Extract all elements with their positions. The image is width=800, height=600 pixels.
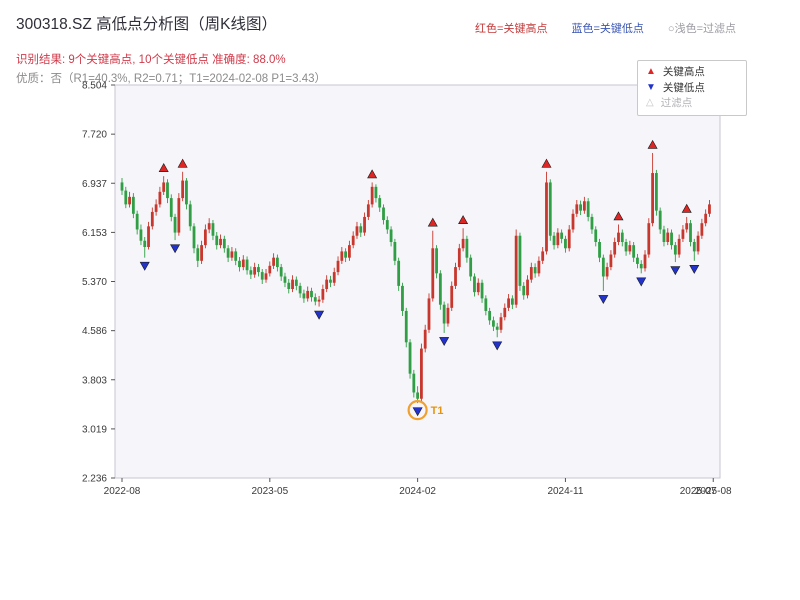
recognition-result-text: 识别结果: 9个关键高点, 10个关键低点 准确度: 88.0% xyxy=(16,54,286,66)
svg-text:2022-08: 2022-08 xyxy=(104,486,141,497)
t1-circle-icon xyxy=(407,400,428,421)
filtered-triangle-icon: △ xyxy=(646,97,654,109)
svg-text:2024-02: 2024-02 xyxy=(399,486,436,497)
chart-legend-box: ▲ 关键高点 ▼ 关键低点 △ 过滤点 xyxy=(637,60,747,116)
key-high-markers xyxy=(158,139,692,227)
svg-text:2023-05: 2023-05 xyxy=(251,486,288,497)
t1-annotation: T1 xyxy=(407,400,444,421)
svg-text:4.586: 4.586 xyxy=(82,326,107,337)
legend-key-low-label: 蓝色=关键低点 xyxy=(571,23,644,35)
svg-text:2025-08: 2025-08 xyxy=(695,486,732,497)
svg-text:8.504: 8.504 xyxy=(82,81,107,92)
svg-text:3.803: 3.803 xyxy=(82,375,107,386)
legend-row-key-high: ▲ 关键高点 xyxy=(646,67,738,78)
key-low-triangle-icon: ▼ xyxy=(646,81,656,93)
key-low-markers xyxy=(139,244,700,417)
legend-row-key-low: ▼ 关键低点 xyxy=(646,81,738,94)
legend-row-label: 关键高点 xyxy=(662,66,705,78)
svg-text:6.937: 6.937 xyxy=(82,179,107,190)
legend-row-label: 关键低点 xyxy=(662,81,705,94)
svg-text:7.720: 7.720 xyxy=(82,130,107,141)
svg-text:2.236: 2.236 xyxy=(82,474,107,485)
page-title: 300318.SZ 高低点分析图（周K线图） xyxy=(16,16,277,33)
quality-assessment-text: 优质：否（R1=40.3%, R2=0.71；T1=2024-02-08 P1=… xyxy=(16,73,327,85)
legend-row-label: 过滤点 xyxy=(660,97,693,109)
svg-text:2025-07: 2025-07 xyxy=(680,486,717,497)
svg-text:5.370: 5.370 xyxy=(82,277,107,288)
x-axis: 2022-08 2023-05 2024-02 2024-11 2025-082025-… xyxy=(104,478,732,497)
top-legend: 红色=关键高点 蓝色=关键低点 ○浅色=过滤点 xyxy=(475,20,736,36)
y-axis: 2.236 3.019 3.803 4.586 5.370 6.153 6.937 7.720… xyxy=(82,81,115,485)
candles xyxy=(120,152,711,404)
t1-label: T1 xyxy=(431,405,444,417)
key-high-triangle-icon: ▲ xyxy=(646,66,656,78)
legend-row-filtered: △ 过滤点 xyxy=(646,98,738,109)
legend-filtered-label: ○浅色=过滤点 xyxy=(667,23,736,35)
svg-text:6.153: 6.153 xyxy=(82,228,107,239)
svg-text:3.019: 3.019 xyxy=(82,424,107,435)
svg-text:2024-11: 2024-11 xyxy=(547,486,583,497)
legend-key-high-label: 红色=关键高点 xyxy=(475,23,548,35)
